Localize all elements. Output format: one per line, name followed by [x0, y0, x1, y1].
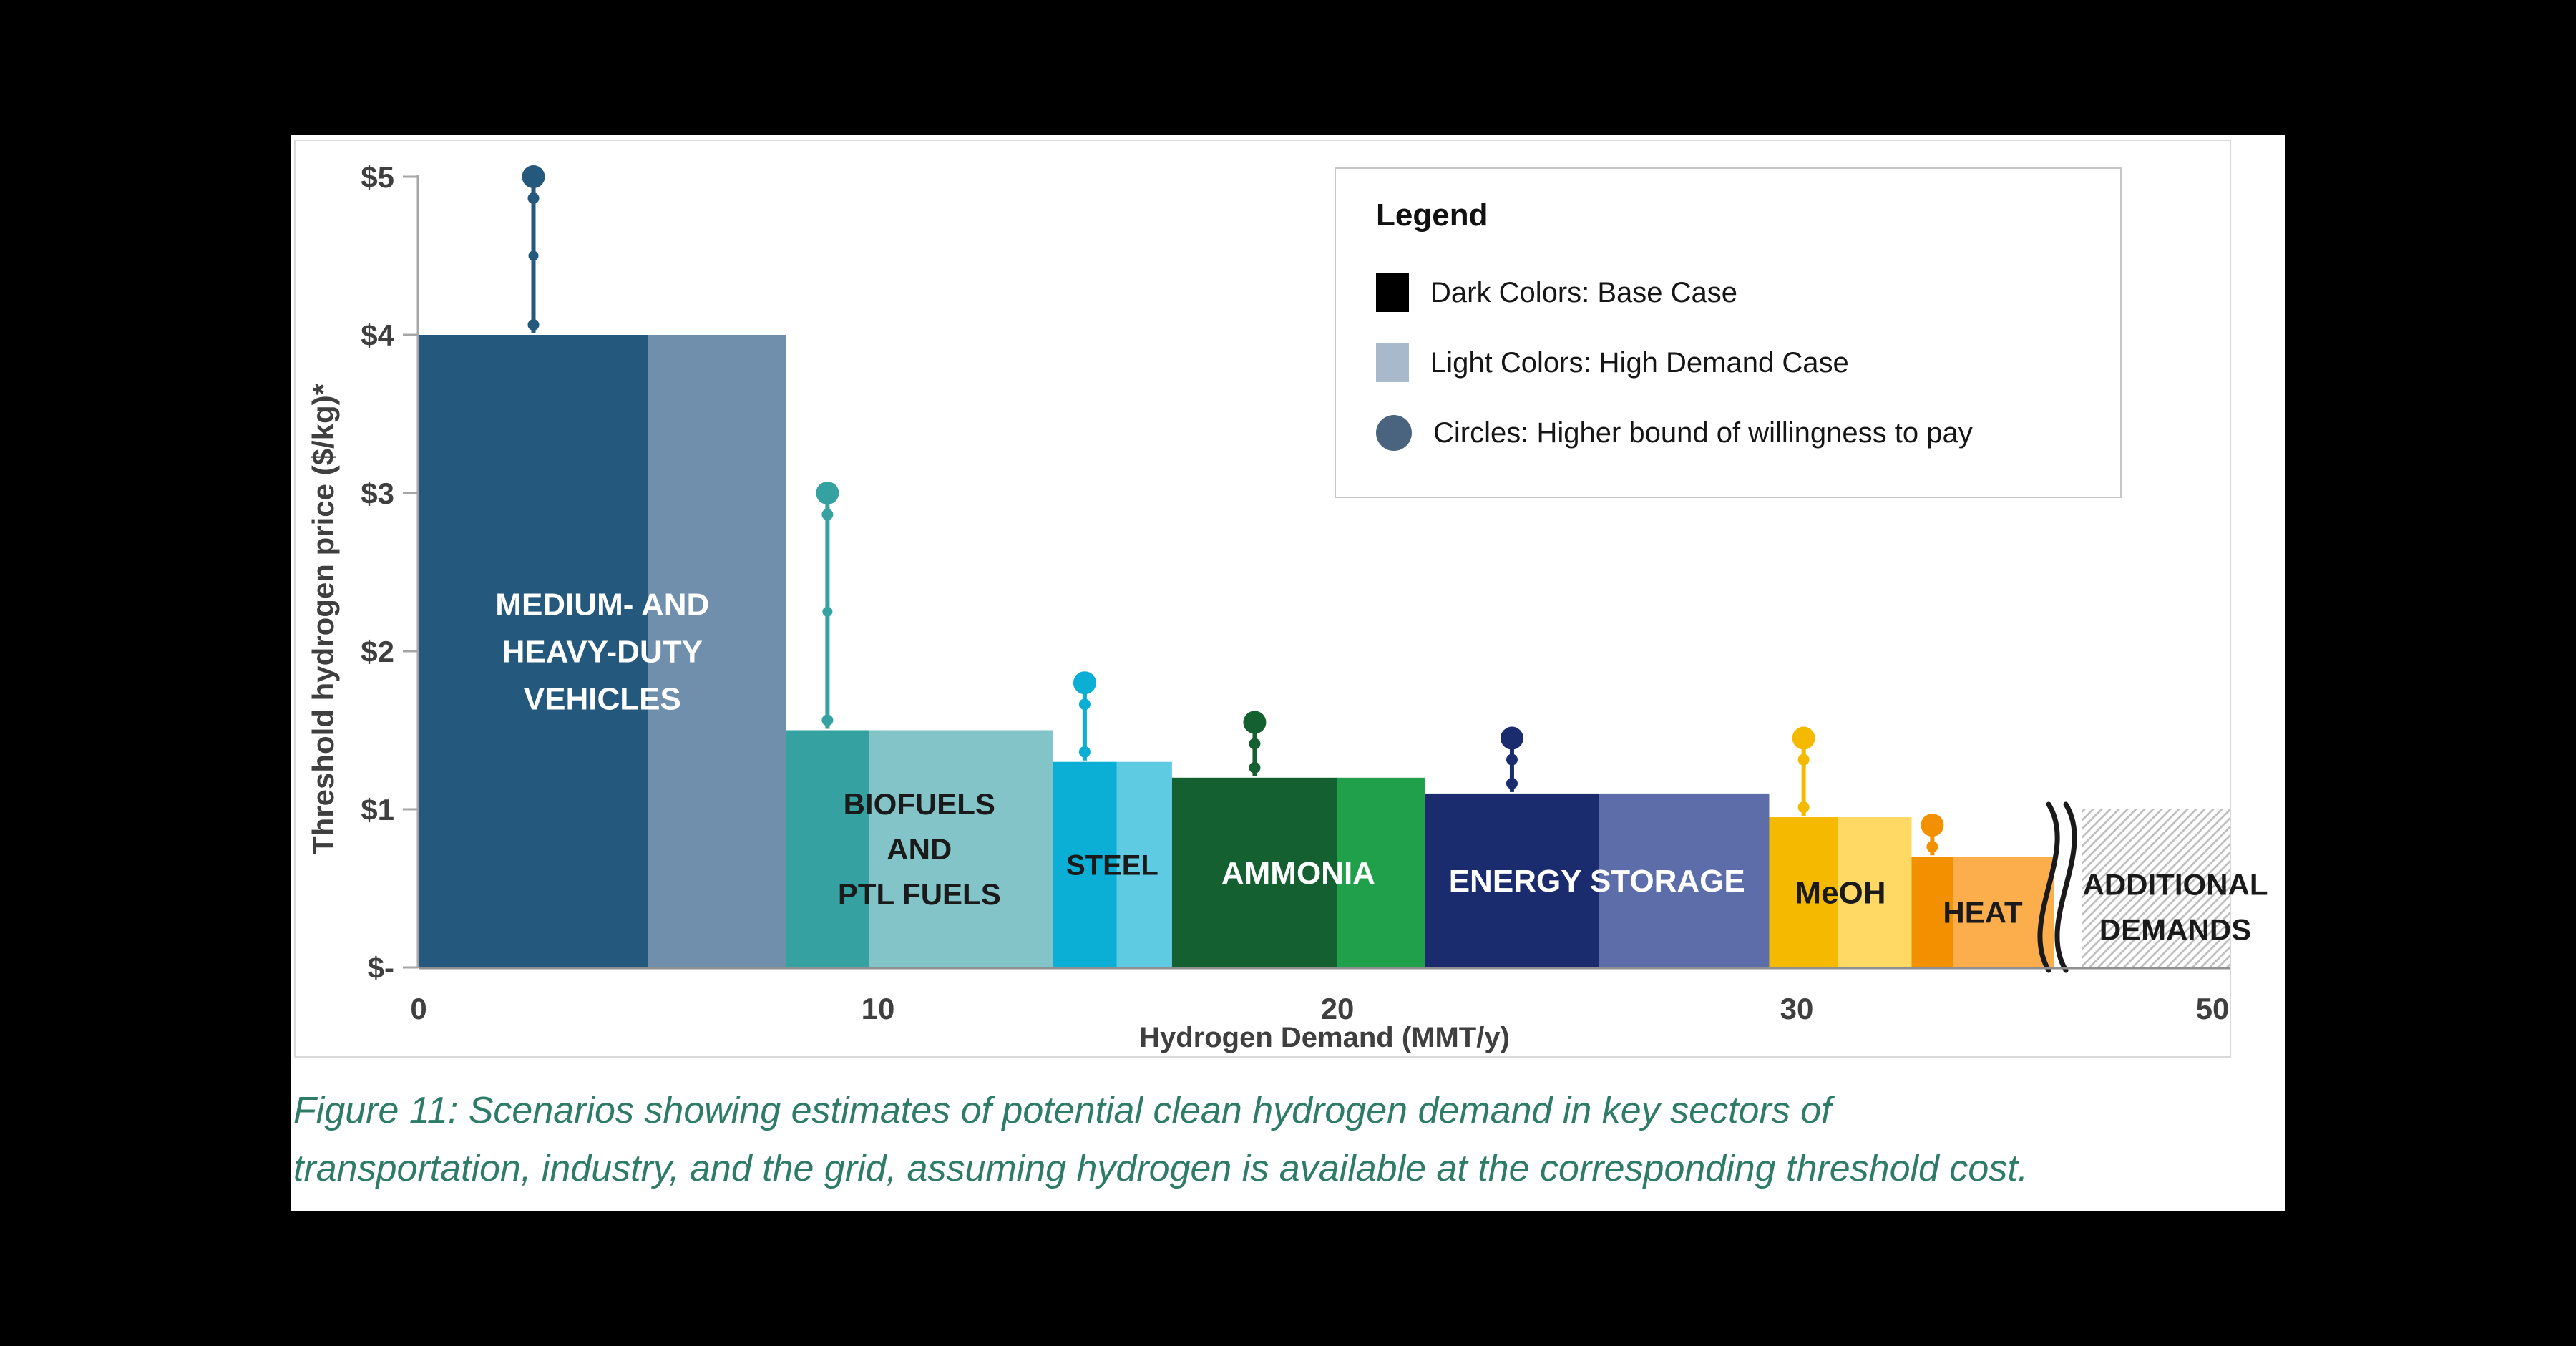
- figure-caption: Figure 11: Scenarios showing estimates o…: [293, 1082, 2283, 1197]
- x-tick-label: 50: [2196, 992, 2230, 1025]
- wtp-stem-dot: [821, 714, 834, 726]
- wtp-stem-dot: [528, 250, 539, 261]
- additional-demands-label: ADDITIONAL DEMANDS: [2083, 868, 2268, 947]
- x-tick-label: 30: [1780, 992, 1814, 1025]
- bar-label: STEEL: [1066, 849, 1158, 881]
- bar-label: ENERGY STORAGE: [1449, 864, 1745, 899]
- wtp-stem-dot: [1249, 761, 1261, 774]
- wtp-circle: [1921, 814, 1944, 837]
- wtp-stem-dot: [1078, 746, 1091, 758]
- x-tick-label: 20: [1321, 992, 1355, 1025]
- axis-break-mark: [2054, 801, 2077, 973]
- chart-legend: Legend Dark Colors: Base Case Light Color…: [1335, 167, 2122, 498]
- legend-item: Circles: Higher bound of willingness to …: [1376, 398, 2120, 468]
- wtp-circle: [522, 165, 545, 188]
- bar-high-demand-segment: [1116, 761, 1172, 967]
- legend-swatch-circle: [1376, 415, 1412, 451]
- bar-label: MeOH: [1795, 875, 1885, 910]
- wtp-stem-dot: [1797, 801, 1810, 814]
- bar-label: AMMONIA: [1221, 856, 1375, 891]
- figure-caption-line-1: Figure 11: Scenarios showing estimates o…: [293, 1090, 1832, 1131]
- wtp-stem-dot: [1797, 754, 1810, 766]
- axes: $5 $4 $3 $2 $1 $- 0 10 20 30 50: [361, 160, 2230, 1025]
- bar-base-case-segment: [1171, 777, 1337, 967]
- wtp-circle: [1792, 726, 1815, 750]
- bar-heat: HEAT: [1911, 814, 2054, 967]
- y-tick-label: $3: [361, 477, 394, 510]
- wtp-stem-dot: [821, 509, 834, 520]
- y-axis-title: Threshold hydrogen price ($/kg)*: [306, 383, 340, 855]
- bar-high-demand-segment: [1838, 817, 1912, 967]
- wtp-stem-dot: [1506, 777, 1518, 789]
- bar-base-case-segment: [1769, 817, 1838, 967]
- legend-title: Legend: [1376, 197, 1488, 233]
- legend-item-label: Circles: Higher bound of willingness to …: [1433, 416, 1973, 449]
- y-tick-label: $2: [361, 635, 394, 668]
- bar-base-case-segment: [786, 730, 869, 967]
- wtp-circle: [1243, 711, 1267, 734]
- wtp-circle: [1500, 726, 1523, 750]
- legend-item: Dark Colors: Base Case: [1376, 258, 2120, 328]
- legend-item-label: Light Colors: High Demand Case: [1430, 346, 1849, 379]
- bar-high-demand-segment: [1599, 793, 1770, 967]
- bar-high-demand-segment: [869, 730, 1053, 967]
- legend-items: Dark Colors: Base Case Light Colors: High…: [1376, 258, 2120, 468]
- bar-high-demand-segment: [1953, 857, 2054, 967]
- wtp-stem-dot: [1078, 698, 1091, 711]
- legend-swatch-square: [1376, 343, 1409, 382]
- x-tick-label: 0: [410, 992, 426, 1025]
- y-tick-label: $-: [368, 951, 394, 985]
- y-tick-label: $1: [361, 793, 394, 826]
- bar-base-case-segment: [1052, 761, 1117, 967]
- legend-swatch-square: [1376, 273, 1409, 312]
- axis-break-mark: [2037, 801, 2060, 973]
- bar-steel: STEEL: [1052, 671, 1172, 967]
- wtp-stem-dot: [1249, 738, 1261, 750]
- bar-ammonia: AMMONIA: [1171, 711, 1425, 967]
- x-axis-title: Hydrogen Demand (MMT/y): [1139, 1022, 1510, 1053]
- wtp-stem-dot: [527, 192, 540, 204]
- legend-item: Light Colors: High Demand Case: [1376, 328, 2120, 398]
- wtp-stem-dot: [527, 319, 540, 331]
- bar-base-case-segment: [1424, 793, 1599, 967]
- additional-demands-hatched-area: [2082, 809, 2230, 967]
- x-tick-label: 10: [862, 992, 895, 1025]
- bar-biofuels-and-ptl-fuels: BIOFUELS AND PTL FUELS: [786, 482, 1053, 967]
- wtp-stem-dot: [822, 606, 833, 617]
- wtp-stem-dot: [1926, 841, 1938, 853]
- bar-high-demand-segment: [1337, 777, 1425, 967]
- bar-medium-and-heavy-duty-vehicles: MEDIUM- AND HEAVY-DUTY VEHICLES: [419, 165, 786, 967]
- bar-energy-storage: ENERGY STORAGE: [1424, 726, 1770, 967]
- bar-meoh: MeOH: [1769, 726, 1912, 967]
- wtp-circle: [1073, 671, 1096, 695]
- bar-label: BIOFUELS AND PTL FUELS: [838, 787, 1001, 911]
- wtp-stem-dot: [1506, 754, 1518, 766]
- bar-base-case-segment: [1911, 857, 1953, 967]
- bar-base-case-segment: [419, 335, 648, 967]
- legend-item-label: Dark Colors: Base Case: [1430, 276, 1738, 308]
- bar-label: MEDIUM- AND HEAVY-DUTY VEHICLES: [495, 587, 709, 716]
- wtp-circle: [816, 482, 839, 504]
- figure-caption-line-2: transportation, industry, and the grid, …: [293, 1147, 2029, 1189]
- additional-demands: ADDITIONAL DEMANDS: [2037, 801, 2268, 973]
- y-tick-label: $4: [361, 318, 394, 352]
- bar-label: HEAT: [1943, 895, 2023, 929]
- y-tick-label: $5: [361, 160, 394, 194]
- bar-high-demand-segment: [648, 335, 786, 967]
